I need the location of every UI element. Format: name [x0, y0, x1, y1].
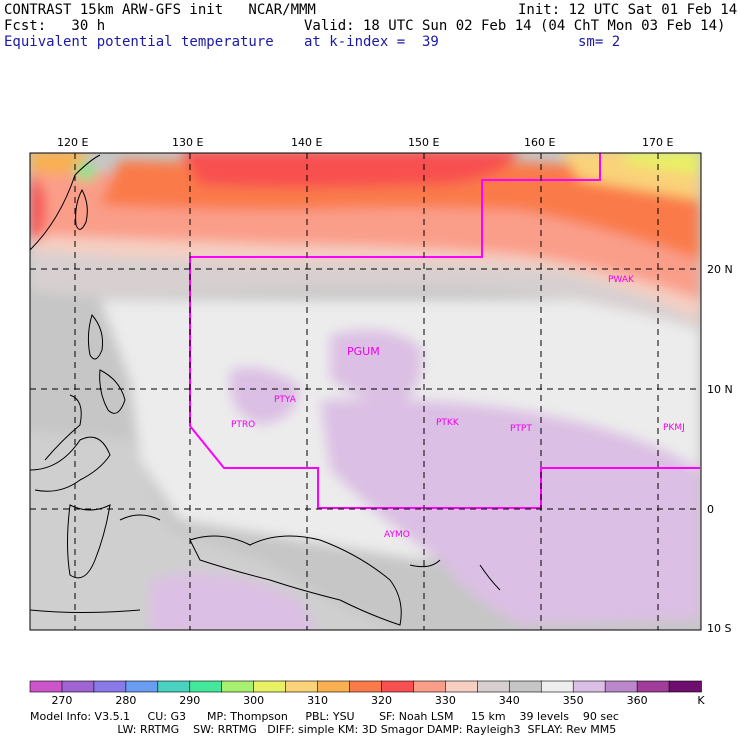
init-time: Init: 12 UTC Sat 01 Feb 14 — [518, 2, 738, 18]
lon-label: 120 E — [57, 136, 89, 149]
k-index: at k-index = 39 — [304, 34, 439, 50]
colorbar-swatch — [508, 680, 543, 693]
colorbar-swatch — [285, 680, 319, 693]
colorbar-swatch — [221, 680, 255, 693]
colorbar-swatch — [604, 680, 638, 693]
colorbar-swatch — [668, 680, 702, 693]
colorbar-label: 300 — [243, 694, 265, 707]
colorbar-swatch — [381, 680, 415, 693]
colorbar-label: 280 — [115, 694, 137, 707]
colorbar-swatch — [413, 680, 447, 693]
station-label: PTYA — [274, 395, 297, 405]
fir-boundary-north — [190, 153, 601, 258]
colorbar-swatch — [349, 680, 383, 693]
colorbar-label: K — [697, 694, 705, 707]
station-label: PTRO — [231, 420, 255, 430]
colorbar-label: 270 — [51, 694, 73, 707]
lon-label: 160 E — [524, 136, 556, 149]
colorbar-swatch — [125, 680, 159, 693]
lat-label: 10 N — [707, 383, 733, 396]
lon-label: 170 E — [642, 136, 674, 149]
colorbar-label: 340 — [498, 694, 520, 707]
model-info-line2: LW: RRTMG SW: RRTMG DIFF: simple KM: 3D … — [30, 723, 617, 736]
map-frame — [29, 152, 702, 631]
colorbar-swatch — [93, 680, 127, 693]
smoothing: sm= 2 — [578, 34, 621, 50]
colorbar-swatch — [445, 680, 479, 693]
colorbar-label: 310 — [307, 694, 329, 707]
colorbar-swatch — [61, 680, 95, 693]
model-info-line1: Model Info: V3.5.1 CU: G3 MP: Thompson P… — [30, 710, 619, 723]
colorbar-label: 330 — [434, 694, 456, 707]
forecast-hour: Fcst: 30 h — [4, 18, 106, 34]
station-label: PWAK — [608, 275, 635, 285]
lat-label: 10 S — [707, 622, 732, 635]
station-label: PTKK — [436, 418, 460, 428]
colorbar-swatch — [540, 680, 574, 693]
colorbar-label: 320 — [370, 694, 392, 707]
graticule — [30, 153, 701, 630]
valid-time: Valid: 18 UTC Sun 02 Feb 14 (04 ChT Mon … — [304, 18, 726, 34]
lon-label: 130 E — [172, 136, 204, 149]
colorbar-label: 350 — [562, 694, 584, 707]
colorbar-swatch — [477, 680, 511, 693]
colorbar-swatch — [317, 680, 351, 693]
lon-label: 140 E — [291, 136, 323, 149]
colorbar-swatch — [29, 680, 63, 693]
station-label: PTPT — [510, 424, 532, 434]
colorbar-swatch — [572, 680, 606, 693]
station-label: AYMO — [384, 530, 410, 540]
colorbar-swatch — [636, 680, 670, 693]
colorbar-swatch — [189, 680, 223, 693]
theta-e-field — [30, 153, 701, 630]
colorbar — [29, 680, 702, 693]
title-line: CONTRAST 15km ARW-GFS init NCAR/MMM — [4, 2, 316, 18]
lon-label: 150 E — [408, 136, 440, 149]
station-label: PGUM — [347, 345, 380, 358]
colorbar-label: 360 — [626, 694, 648, 707]
station-label: PKMJ — [663, 423, 685, 433]
lat-label: 0 — [707, 503, 714, 516]
colorbar-label: 290 — [179, 694, 201, 707]
colorbar-swatch — [253, 680, 287, 693]
field-name: Equivalent potential temperature — [4, 34, 274, 50]
colorbar-swatch — [157, 680, 191, 693]
lat-label: 20 N — [707, 263, 733, 276]
